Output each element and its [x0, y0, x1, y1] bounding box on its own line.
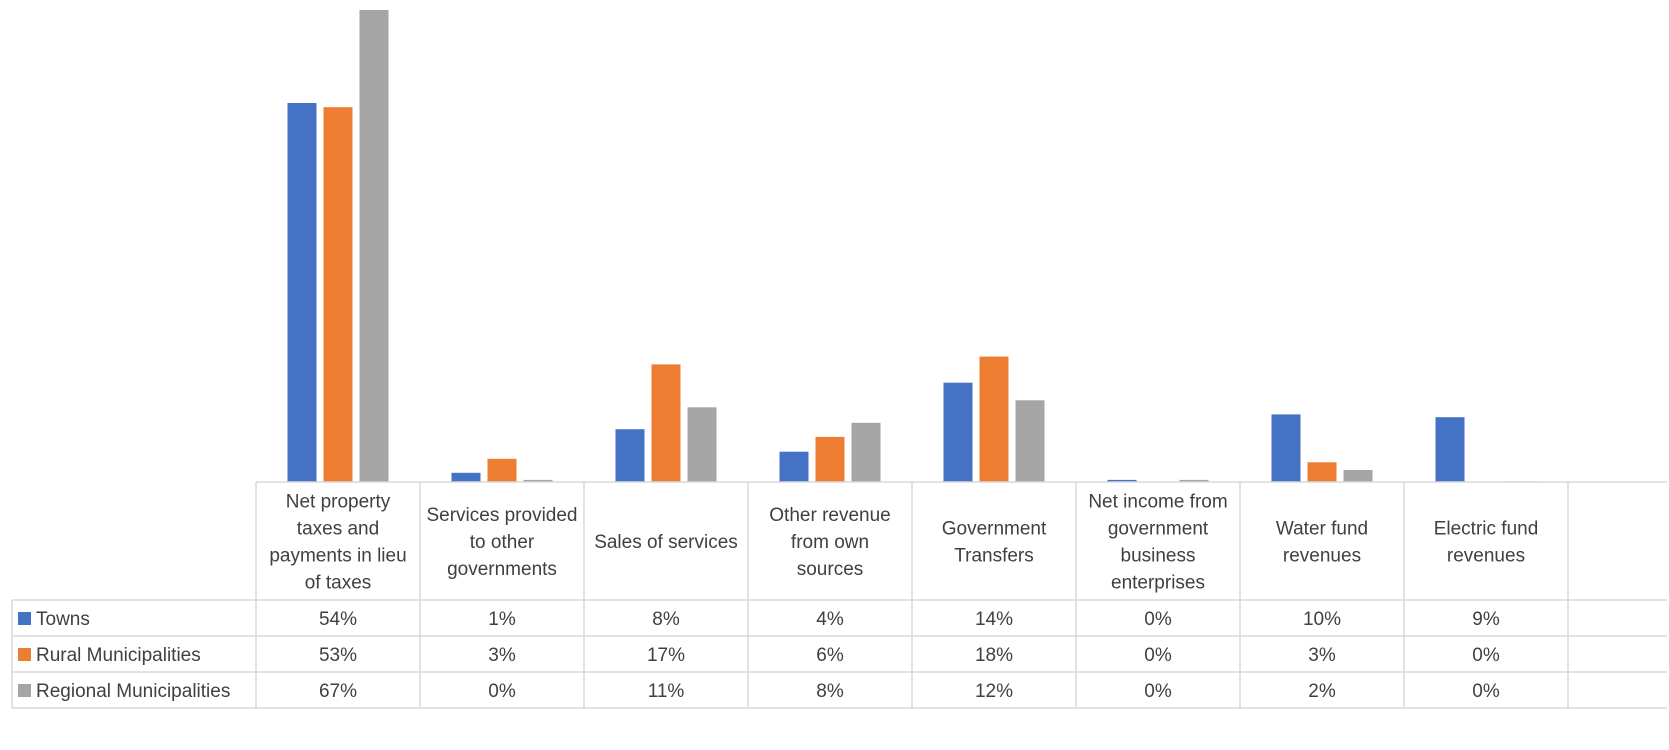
category-label: Net property taxes and payments in lieu of … — [269, 492, 406, 594]
bars-layer — [287, 10, 1537, 482]
data-table: Net property taxes and payments in lieu of … — [11, 481, 1667, 709]
data-label: 6% — [816, 645, 844, 666]
legend-key — [18, 648, 31, 661]
data-label: 14% — [975, 609, 1013, 630]
data-label: 3% — [488, 645, 516, 666]
bar — [979, 356, 1009, 482]
data-label: 3% — [1308, 645, 1336, 666]
data-label: 17% — [647, 645, 685, 666]
category-label: Electric fund revenues — [1434, 519, 1539, 567]
data-label: 0% — [1144, 609, 1172, 630]
series-name: Rural Municipalities — [36, 645, 201, 666]
bar — [615, 429, 645, 482]
bar — [815, 436, 845, 482]
data-label: 2% — [1308, 681, 1336, 702]
bar — [943, 382, 973, 482]
data-label: 1% — [488, 609, 516, 630]
bar — [1107, 479, 1137, 482]
data-label: 4% — [816, 609, 844, 630]
data-label: 53% — [319, 645, 357, 666]
data-label: 12% — [975, 681, 1013, 702]
data-label: 18% — [975, 645, 1013, 666]
data-label: 0% — [1144, 645, 1172, 666]
data-label: 0% — [1472, 681, 1500, 702]
bar — [687, 407, 717, 482]
series-name: Towns — [36, 609, 90, 630]
data-label: 0% — [1472, 645, 1500, 666]
category-label: Other revenue from own sources — [769, 505, 890, 580]
category-label: Sales of services — [594, 532, 738, 553]
series-name: Regional Municipalities — [36, 681, 230, 702]
legend-key — [18, 684, 31, 697]
category-label: Water fund revenues — [1276, 519, 1368, 567]
category-label: Services provided to other governments — [426, 505, 577, 580]
bar — [359, 10, 389, 482]
bar — [1435, 417, 1465, 482]
category-label: Government Transfers — [942, 519, 1047, 567]
data-label: 0% — [1144, 681, 1172, 702]
data-label: 67% — [319, 681, 357, 702]
bar — [1343, 470, 1373, 482]
bar — [323, 107, 353, 482]
bar — [1307, 462, 1337, 482]
bar — [451, 472, 481, 482]
bar — [287, 103, 317, 482]
data-label: 9% — [1472, 609, 1500, 630]
bar — [651, 364, 681, 482]
bar — [1015, 400, 1045, 482]
bar — [487, 458, 517, 482]
bar — [523, 479, 553, 482]
data-label: 0% — [488, 681, 516, 702]
bar — [779, 451, 809, 482]
data-label: 11% — [648, 681, 685, 702]
data-label: 8% — [816, 681, 844, 702]
data-label: 10% — [1303, 609, 1341, 630]
bar — [851, 422, 881, 482]
bar — [1179, 479, 1209, 482]
legend-key — [18, 612, 31, 625]
bar — [1271, 414, 1301, 482]
data-label: 8% — [652, 609, 680, 630]
category-label: Net income from government business enterpr… — [1088, 492, 1227, 594]
data-label: 54% — [319, 609, 357, 630]
